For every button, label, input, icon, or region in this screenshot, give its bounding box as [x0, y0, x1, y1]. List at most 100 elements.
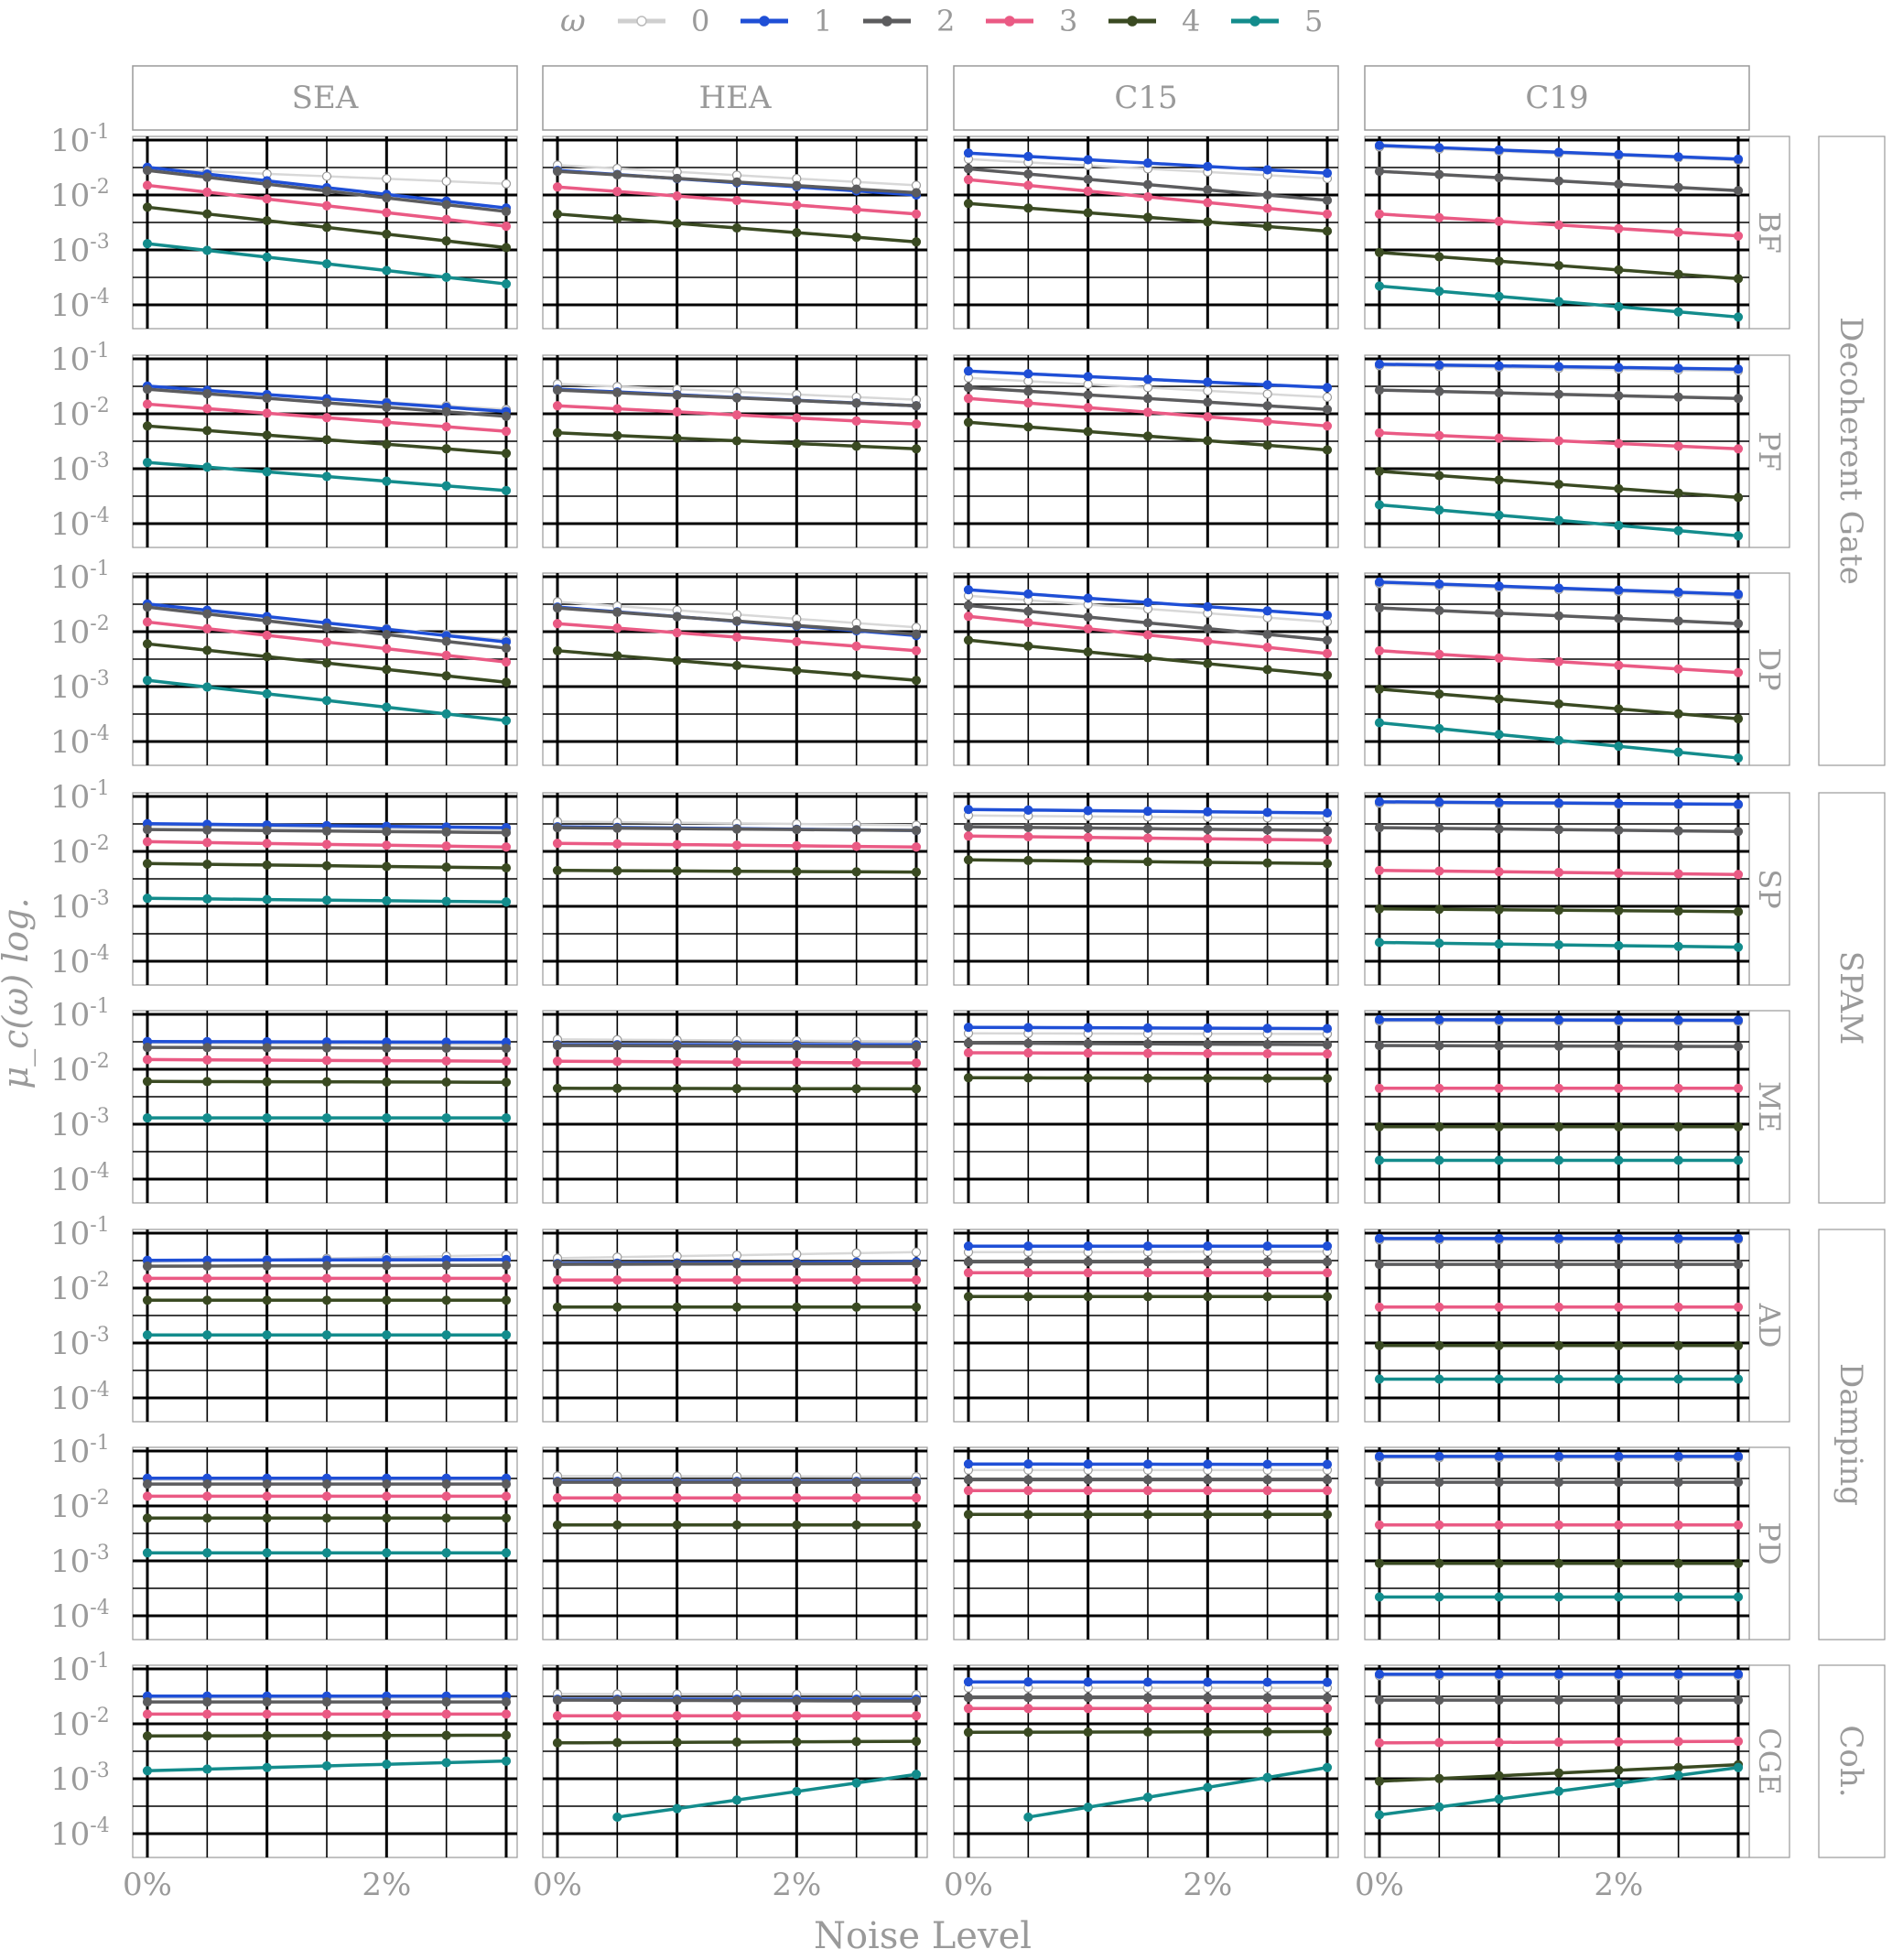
- point-1: [1203, 1241, 1213, 1251]
- point-3: [142, 399, 153, 409]
- point-4: [672, 1520, 682, 1530]
- point-4: [731, 436, 742, 446]
- panel-AD-SEA: [132, 1229, 518, 1423]
- point-4: [911, 1737, 922, 1747]
- point-4: [552, 1083, 563, 1093]
- point-2: [1083, 174, 1093, 184]
- point-3: [1614, 660, 1624, 670]
- point-3: [1142, 630, 1153, 640]
- point-2: [1733, 619, 1744, 629]
- point-3: [851, 1275, 861, 1285]
- series-line-5: [617, 1772, 917, 1819]
- y-tick-label: 10-3: [50, 449, 110, 488]
- point-3: [792, 1493, 802, 1503]
- point-3: [731, 632, 742, 643]
- point-5: [1673, 1770, 1683, 1781]
- point-3: [963, 612, 974, 622]
- point-5: [1733, 942, 1744, 952]
- point-2: [851, 184, 861, 194]
- point-4: [1614, 265, 1624, 275]
- point-1: [1142, 1459, 1153, 1469]
- point-3: [321, 413, 332, 423]
- point-2: [612, 607, 622, 617]
- point-2: [1374, 603, 1385, 613]
- point-2: [321, 826, 332, 836]
- panel-BF-SEA: [132, 135, 518, 330]
- point-5: [1374, 718, 1385, 728]
- column-strip-SEA: [132, 65, 518, 131]
- point-3: [1322, 1049, 1333, 1059]
- point-2: [1614, 179, 1624, 190]
- point-3: [142, 1709, 153, 1719]
- point-0: [911, 1247, 922, 1257]
- point-5: [1614, 520, 1624, 531]
- point-2: [612, 169, 622, 180]
- point-3: [731, 410, 742, 420]
- point-1: [1322, 1241, 1333, 1251]
- point-4: [1083, 1292, 1093, 1302]
- point-3: [1203, 1486, 1213, 1496]
- point-4: [552, 428, 563, 438]
- point-2: [501, 411, 512, 421]
- point-5: [1083, 1803, 1093, 1813]
- point-4: [552, 645, 563, 655]
- point-3: [501, 427, 512, 437]
- point-5: [1494, 1374, 1504, 1384]
- panel-CGE-C15: [953, 1664, 1339, 1858]
- point-4: [1023, 1727, 1033, 1738]
- point-3: [963, 1704, 974, 1714]
- point-5: [1673, 525, 1683, 536]
- point-5: [1494, 1155, 1504, 1165]
- point-1: [1203, 1677, 1213, 1687]
- point-2: [1374, 1041, 1385, 1051]
- y-tick-label: 10-4: [50, 942, 110, 980]
- point-2: [792, 1259, 802, 1269]
- point-3: [1083, 186, 1093, 196]
- point-2: [441, 406, 451, 417]
- point-1: [1374, 577, 1385, 587]
- point-2: [1673, 1260, 1683, 1270]
- point-5: [1553, 1786, 1564, 1796]
- point-3: [1142, 1268, 1153, 1278]
- point-2: [1083, 823, 1093, 833]
- point-3: [1733, 1083, 1744, 1093]
- point-1: [1142, 1241, 1153, 1251]
- point-3: [1322, 421, 1333, 431]
- point-4: [1142, 1292, 1153, 1302]
- point-1: [1374, 140, 1385, 150]
- point-4: [1494, 1121, 1504, 1132]
- point-2: [851, 1041, 861, 1052]
- point-3: [262, 1273, 272, 1283]
- point-4: [321, 1730, 332, 1740]
- point-2: [1203, 824, 1213, 834]
- point-5: [1322, 1762, 1333, 1772]
- point-2: [1142, 179, 1153, 190]
- point-3: [1553, 1520, 1564, 1530]
- point-2: [1673, 1695, 1683, 1706]
- point-2: [1434, 1695, 1444, 1706]
- point-4: [731, 222, 742, 233]
- row-strip-PF: [1748, 354, 1790, 548]
- panel-PF-SEA: [132, 354, 518, 548]
- point-3: [142, 1273, 153, 1283]
- point-4: [1434, 1121, 1444, 1132]
- point-4: [501, 677, 512, 688]
- legend-label-3: 3: [1059, 4, 1077, 38]
- point-1: [1374, 1014, 1385, 1024]
- point-5: [202, 1548, 212, 1558]
- point-4: [501, 1077, 512, 1088]
- point-2: [501, 1479, 512, 1489]
- point-5: [1434, 938, 1444, 948]
- x-tick-label: 0%: [123, 1867, 172, 1903]
- point-4: [1733, 1340, 1744, 1350]
- point-5: [851, 1778, 861, 1788]
- point-2: [1203, 185, 1213, 195]
- panel-DP-SEA: [132, 572, 518, 766]
- point-3: [792, 636, 802, 647]
- point-3: [1142, 407, 1153, 417]
- point-2: [1494, 1260, 1504, 1270]
- panel-frame: [542, 354, 928, 548]
- point-3: [321, 1056, 332, 1066]
- point-2: [792, 180, 802, 190]
- point-2: [792, 1695, 802, 1706]
